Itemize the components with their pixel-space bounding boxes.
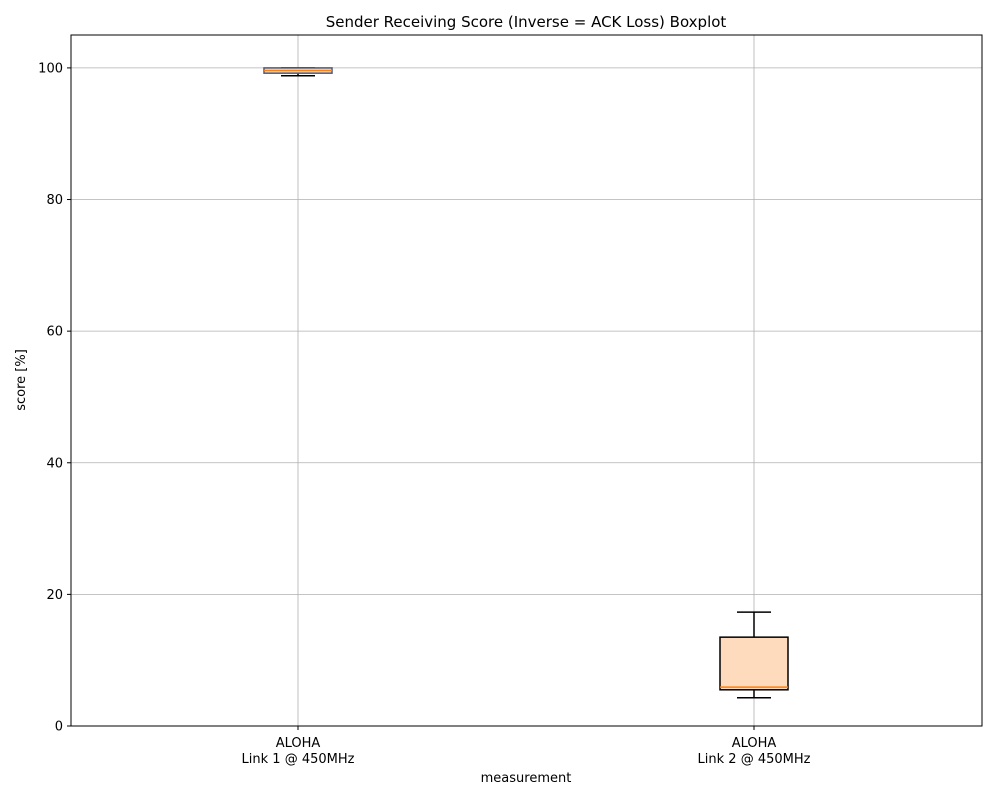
chart-title: Sender Receiving Score (Inverse = ACK Lo… xyxy=(326,13,727,31)
y-axis-ticks: 0 20 40 60 80 100 xyxy=(38,61,71,735)
grid-lines xyxy=(71,35,982,727)
y-tick-label: 40 xyxy=(46,456,63,471)
plot-area-frame xyxy=(70,34,983,727)
y-axis-label: score [%] xyxy=(14,349,29,411)
x-tick-label: ALOHA xyxy=(732,736,777,751)
x-tick-label: ALOHA xyxy=(276,736,321,751)
box-body xyxy=(719,636,789,691)
y-tick-label: 100 xyxy=(38,61,63,76)
box-item xyxy=(263,67,333,77)
x-tick-label: Link 2 @ 450MHz xyxy=(698,752,811,767)
y-tick-label: 20 xyxy=(46,588,63,603)
y-tick-label: 0 xyxy=(55,720,63,735)
y-tick-label: 60 xyxy=(46,325,63,340)
y-tick-label: 80 xyxy=(46,193,63,208)
x-tick-label: Link 1 @ 450MHz xyxy=(242,752,355,767)
boxes-group xyxy=(263,67,789,699)
x-axis-label: measurement xyxy=(481,771,572,786)
box-item xyxy=(719,611,789,699)
